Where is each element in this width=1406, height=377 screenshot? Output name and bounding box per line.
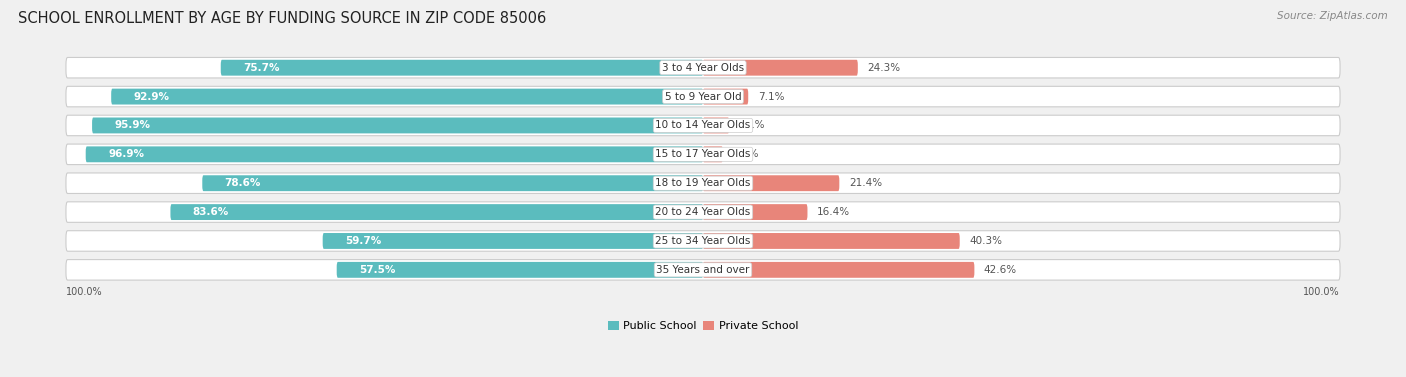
Text: 40.3%: 40.3% (969, 236, 1002, 246)
Text: 25 to 34 Year Olds: 25 to 34 Year Olds (655, 236, 751, 246)
FancyBboxPatch shape (66, 86, 1340, 107)
Text: 3.1%: 3.1% (733, 149, 759, 159)
FancyBboxPatch shape (66, 173, 1340, 193)
Text: 16.4%: 16.4% (817, 207, 851, 217)
FancyBboxPatch shape (170, 204, 703, 220)
FancyBboxPatch shape (703, 175, 839, 191)
FancyBboxPatch shape (703, 233, 960, 249)
Text: 95.9%: 95.9% (114, 121, 150, 130)
Text: 96.9%: 96.9% (108, 149, 143, 159)
FancyBboxPatch shape (221, 60, 703, 76)
Text: 42.6%: 42.6% (984, 265, 1017, 275)
FancyBboxPatch shape (91, 118, 703, 133)
FancyBboxPatch shape (703, 89, 748, 104)
Text: 3 to 4 Year Olds: 3 to 4 Year Olds (662, 63, 744, 73)
Text: SCHOOL ENROLLMENT BY AGE BY FUNDING SOURCE IN ZIP CODE 85006: SCHOOL ENROLLMENT BY AGE BY FUNDING SOUR… (18, 11, 547, 26)
FancyBboxPatch shape (66, 231, 1340, 251)
FancyBboxPatch shape (703, 146, 723, 162)
Text: 100.0%: 100.0% (66, 287, 103, 297)
Text: 78.6%: 78.6% (225, 178, 262, 188)
Text: 10 to 14 Year Olds: 10 to 14 Year Olds (655, 121, 751, 130)
Text: 57.5%: 57.5% (359, 265, 395, 275)
FancyBboxPatch shape (703, 262, 974, 278)
FancyBboxPatch shape (66, 260, 1340, 280)
Text: 4.1%: 4.1% (738, 121, 765, 130)
FancyBboxPatch shape (703, 204, 807, 220)
FancyBboxPatch shape (202, 175, 703, 191)
FancyBboxPatch shape (66, 144, 1340, 165)
FancyBboxPatch shape (66, 202, 1340, 222)
Legend: Public School, Private School: Public School, Private School (603, 317, 803, 336)
FancyBboxPatch shape (323, 233, 703, 249)
Text: 18 to 19 Year Olds: 18 to 19 Year Olds (655, 178, 751, 188)
Text: 15 to 17 Year Olds: 15 to 17 Year Olds (655, 149, 751, 159)
FancyBboxPatch shape (86, 146, 703, 162)
FancyBboxPatch shape (111, 89, 703, 104)
Text: 35 Years and over: 35 Years and over (657, 265, 749, 275)
Text: 83.6%: 83.6% (193, 207, 229, 217)
Text: Source: ZipAtlas.com: Source: ZipAtlas.com (1277, 11, 1388, 21)
Text: 75.7%: 75.7% (243, 63, 280, 73)
Text: 5 to 9 Year Old: 5 to 9 Year Old (665, 92, 741, 101)
Text: 21.4%: 21.4% (849, 178, 882, 188)
FancyBboxPatch shape (66, 57, 1340, 78)
FancyBboxPatch shape (66, 115, 1340, 136)
Text: 7.1%: 7.1% (758, 92, 785, 101)
Text: 92.9%: 92.9% (134, 92, 170, 101)
FancyBboxPatch shape (703, 60, 858, 76)
Text: 100.0%: 100.0% (1303, 287, 1340, 297)
Text: 20 to 24 Year Olds: 20 to 24 Year Olds (655, 207, 751, 217)
Text: 24.3%: 24.3% (868, 63, 900, 73)
Text: 59.7%: 59.7% (344, 236, 381, 246)
FancyBboxPatch shape (336, 262, 703, 278)
FancyBboxPatch shape (703, 118, 730, 133)
